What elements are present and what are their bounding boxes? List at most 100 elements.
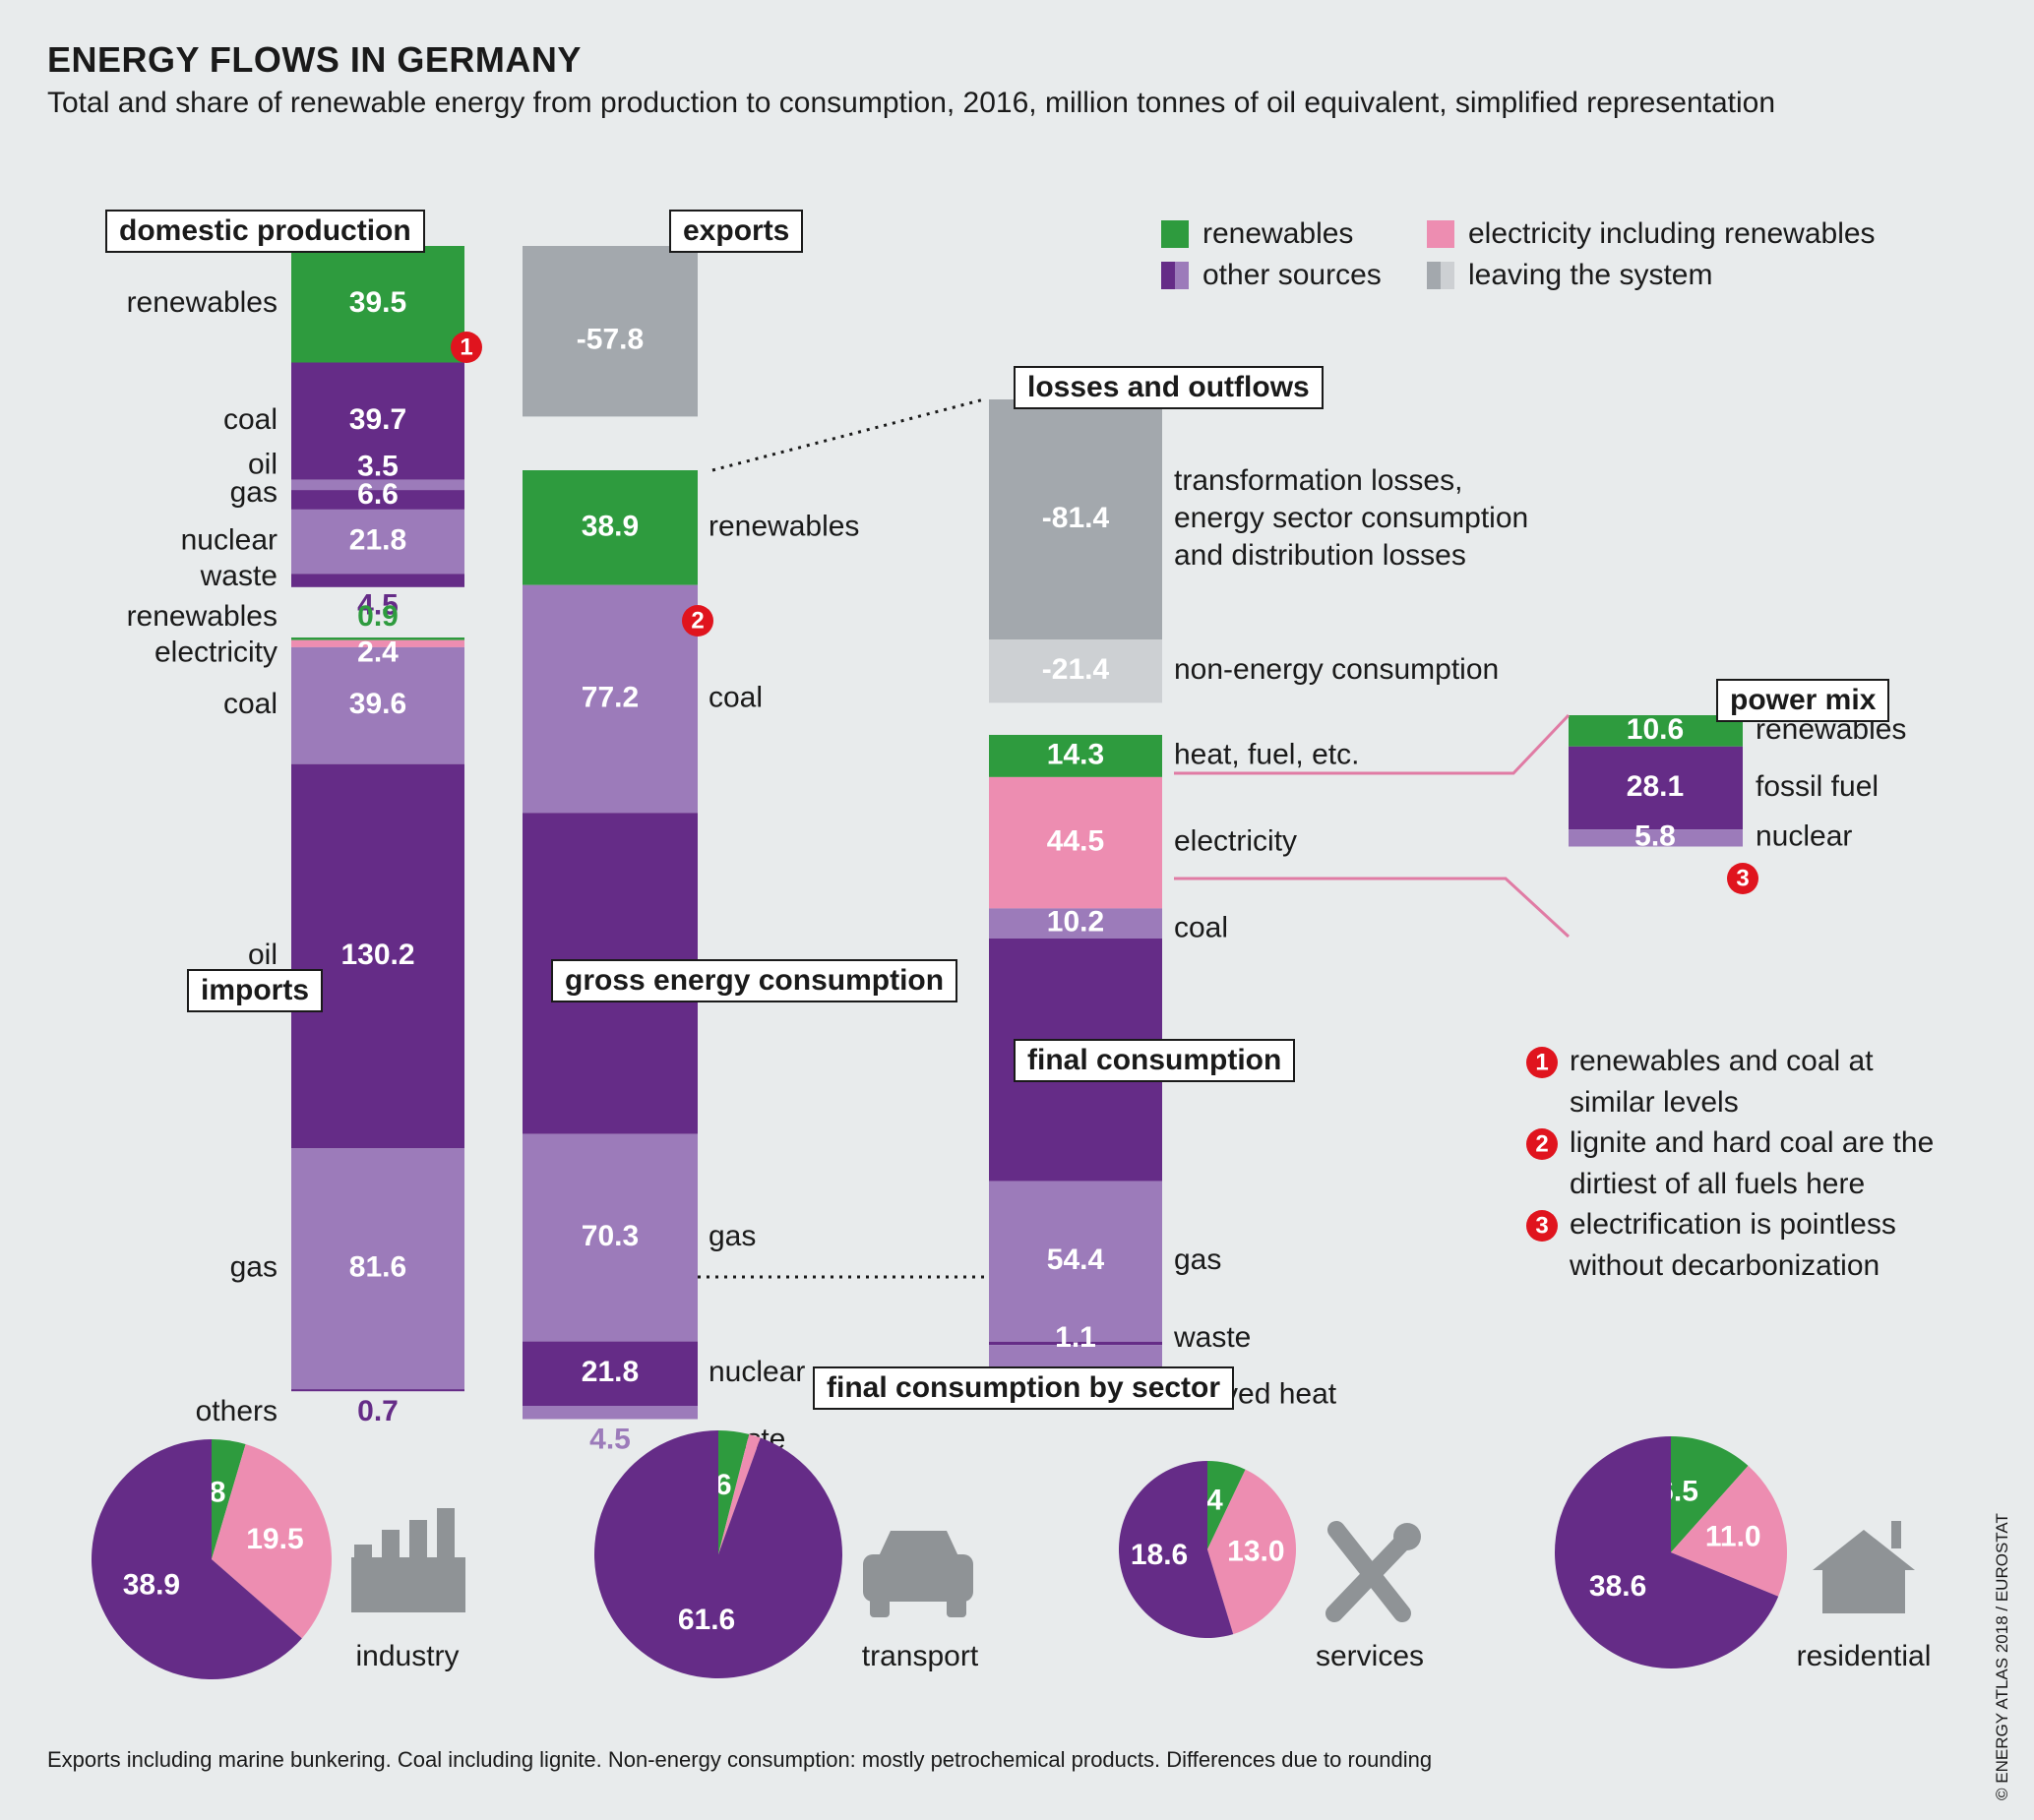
bar-imports-1 [291, 639, 464, 647]
imports-label-renewables: renewables [127, 600, 277, 633]
pie-transport-slice-renewables [718, 1430, 750, 1554]
transport-icon-body [863, 1554, 973, 1602]
legend-other-swatch-b [1175, 262, 1189, 289]
losses-label-1-0: non-energy consumption [1174, 653, 1499, 686]
imports-value-oil: 130.2 [340, 939, 414, 971]
pie-services-label-electricity: 13.0 [1227, 1536, 1284, 1568]
pie-industry-slice-electricity [212, 1444, 332, 1639]
pie-industry-name: industry [355, 1640, 459, 1672]
industry-icon-chimney-3 [437, 1508, 455, 1559]
box-gross-energy-consumption: gross energy consumption [551, 959, 958, 1002]
final-value-waste: 1.1 [1055, 1321, 1096, 1354]
marker-1-number: 1 [460, 334, 472, 360]
final-value-heat-fuel-etc-: 14.3 [1047, 738, 1104, 770]
gross-value-gas: 70.3 [582, 1220, 639, 1252]
note-marker-3-number: 3 [1535, 1212, 1548, 1239]
transport-icon-wheel-left [870, 1598, 890, 1617]
bar-domestic-production-0 [291, 246, 464, 363]
final-value-electricity: 44.5 [1047, 825, 1104, 858]
final-label-coal: coal [1174, 912, 1228, 944]
gross-label-coal: coal [709, 681, 763, 713]
legend-renewables-swatch-b [1175, 220, 1189, 248]
pie-services-slice-electricity [1207, 1469, 1296, 1635]
legend-other-swatch-a [1161, 262, 1175, 289]
bar-power-mix-0 [1569, 715, 1743, 747]
legend-renewables-label: renewables [1202, 217, 1353, 250]
connector-powermix-top [1174, 713, 1571, 775]
transport-icon-wheel-right [947, 1598, 966, 1617]
residential-icon [1813, 1521, 1915, 1613]
industry-icon-chimney-1 [382, 1530, 400, 1559]
domestic-value-oil: 3.5 [357, 451, 399, 483]
imports-value-electricity: 2.4 [357, 637, 399, 669]
pie-services-slice-renewables [1207, 1461, 1246, 1549]
powermix-label-2: nuclear [1756, 820, 1852, 853]
residential-icon-chimney [1891, 1521, 1901, 1548]
credit: © ENERGY ATLAS 2018 / EUROSTAT [1993, 1513, 2011, 1800]
marker-1-circle [451, 332, 482, 363]
pie-residential-name: residential [1797, 1640, 1932, 1672]
losses-value-1: -21.4 [1042, 653, 1110, 686]
bar-final-consumption-5 [989, 1341, 1162, 1346]
losses-label-0-2: and distribution losses [1174, 539, 1466, 572]
box-sector: final consumption by sector [813, 1366, 1235, 1410]
gross-value-waste: 4.5 [589, 1423, 631, 1455]
pie-industry-label-other-sources: 38.9 [123, 1569, 180, 1602]
transport-icon [863, 1531, 973, 1617]
losses-label-0-0: transformation losses, [1174, 464, 1462, 497]
box-power-mix: power mix [1716, 679, 1890, 722]
losses-value-0: -81.4 [1042, 502, 1110, 534]
domestic-label-oil: oil [248, 449, 277, 481]
note-marker-2-circle [1526, 1128, 1558, 1160]
legend-electricity-swatch-a [1427, 220, 1441, 248]
gross-label-renewables: renewables [709, 510, 859, 542]
pie-residential-label-other-sources: 38.6 [1589, 1570, 1646, 1603]
bar-losses-and-outflows-0 [989, 399, 1162, 640]
imports-value-renewables: 0.9 [357, 600, 399, 633]
gross-value-nuclear: 21.8 [582, 1356, 639, 1388]
industry-icon [351, 1508, 465, 1612]
legend-leaving-swatch-a [1427, 262, 1441, 289]
legend-other-label: other sources [1202, 259, 1382, 291]
bar-imports-5 [291, 1389, 464, 1392]
gross-label-gas: gas [709, 1220, 756, 1252]
imports-label-electricity: electricity [154, 637, 277, 669]
legend-electricity-swatch-b [1441, 220, 1454, 248]
pie-transport-label-other-sources: 61.6 [678, 1604, 735, 1636]
bar-gross-energy-consumption-1 [523, 584, 698, 814]
pie-transport-slice-electricity [718, 1433, 761, 1554]
powermix-label-1: fossil fuel [1756, 770, 1879, 803]
note-marker-3-circle [1526, 1210, 1558, 1242]
pie-services-label-other-sources: 18.6 [1131, 1539, 1188, 1571]
imports-label-others: others [196, 1395, 277, 1427]
transport-icon-roof [879, 1531, 958, 1556]
final-value-gas: 54.4 [1047, 1244, 1105, 1276]
note-marker-1-circle [1526, 1047, 1558, 1078]
note-2-line1: lignite and hard coal are the [1570, 1126, 1934, 1159]
pie-transport-slice-other-sources [594, 1430, 843, 1678]
domestic-label-renewables: renewables [127, 286, 277, 319]
powermix-value-1: 28.1 [1627, 770, 1684, 803]
services-icon [1325, 1521, 1421, 1622]
exports-value: -57.8 [577, 324, 644, 356]
bar-final-consumption-2 [989, 908, 1162, 939]
bar-gross-energy-consumption-0 [523, 470, 698, 585]
pie-industry-slice-renewables [212, 1439, 246, 1559]
bar-final-consumption-0 [989, 735, 1162, 777]
bar-gross-energy-consumption-3 [523, 1133, 698, 1342]
residential-icon-roof [1813, 1530, 1915, 1570]
industry-icon-chimney-2 [409, 1520, 427, 1559]
pie-residential-label-electricity: 11.0 [1705, 1520, 1761, 1552]
gross-value-renewables: 38.9 [582, 510, 639, 542]
residential-icon-walls [1822, 1568, 1905, 1613]
page-title: ENERGY FLOWS IN GERMANY [47, 39, 582, 80]
bar-domestic-production-3 [291, 490, 464, 510]
box-domestic-production: domestic production [105, 210, 425, 253]
footnote: Exports including marine bunkering. Coal… [47, 1747, 1433, 1772]
domestic-label-waste: waste [200, 560, 277, 592]
imports-value-coal: 39.6 [349, 688, 406, 720]
bar-imports-2 [291, 646, 464, 764]
note-marker-2-number: 2 [1535, 1130, 1548, 1157]
